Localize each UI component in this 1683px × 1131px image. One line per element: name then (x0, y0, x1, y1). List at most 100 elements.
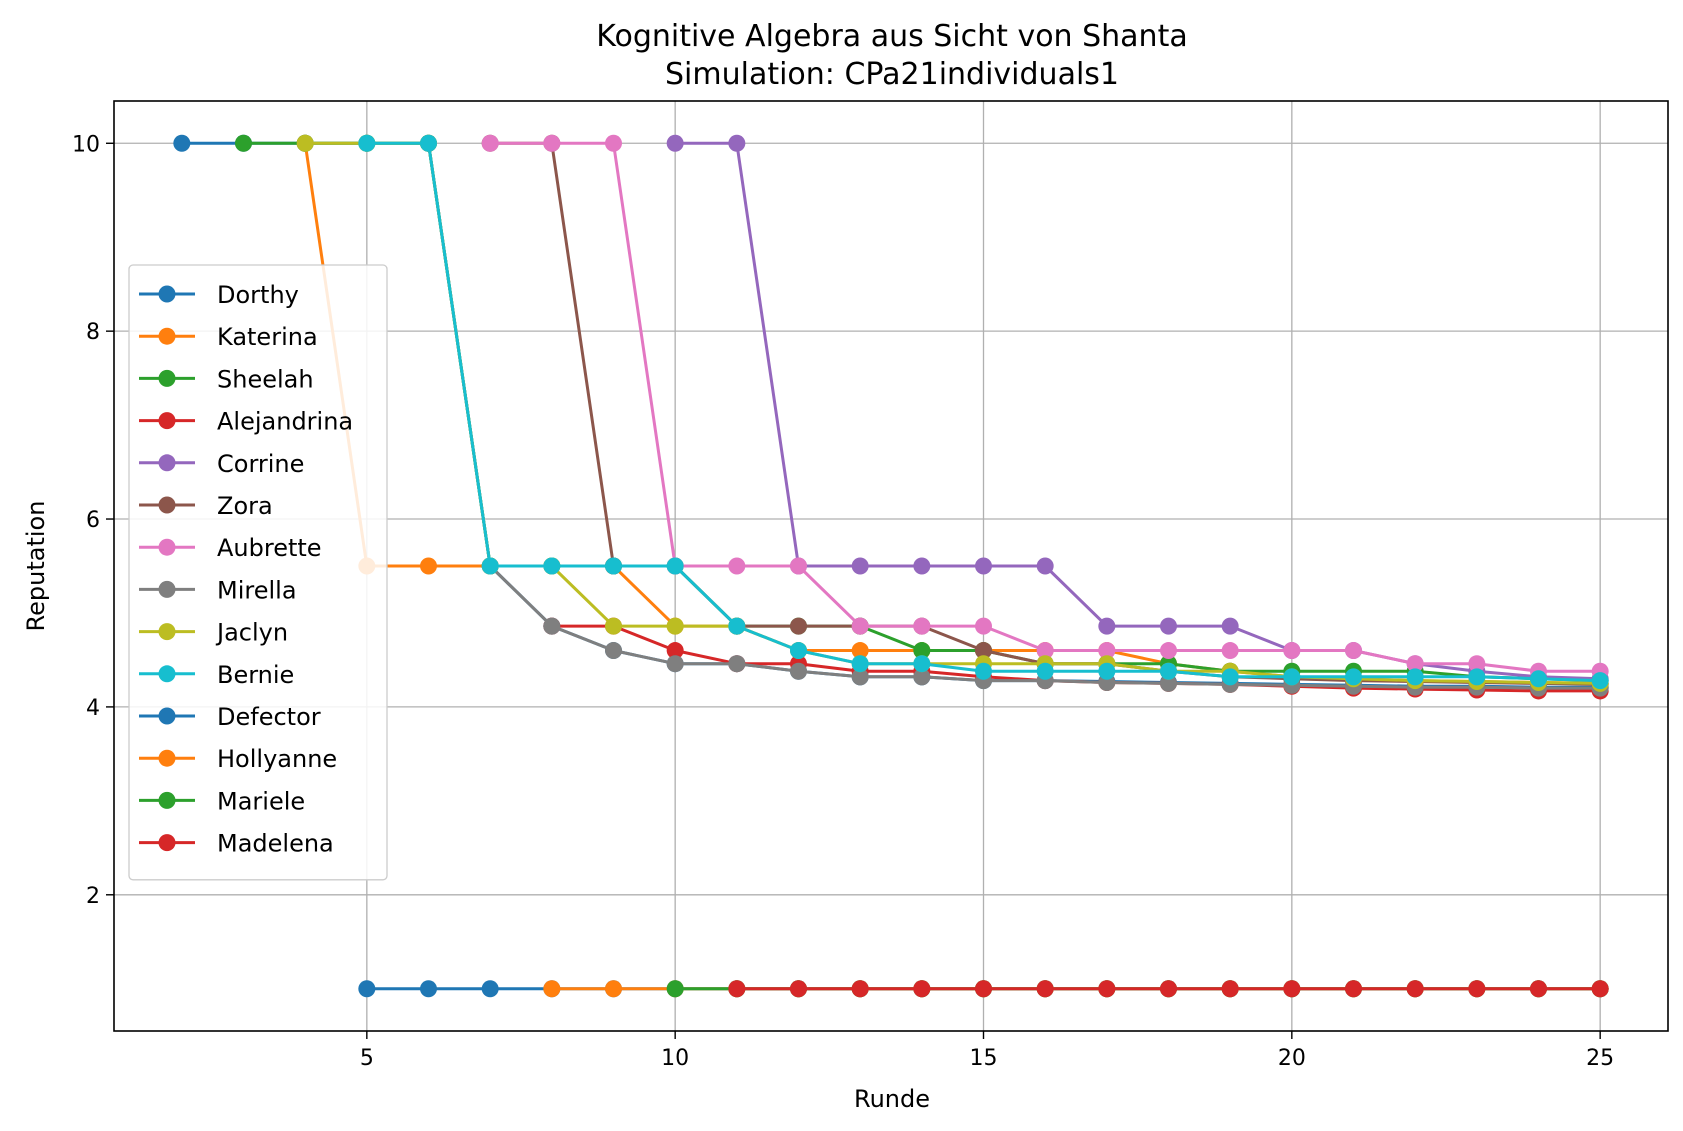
data-point (666, 617, 684, 635)
legend-item: Hollyanne (139, 745, 337, 773)
legend-box (128, 264, 388, 881)
data-point (1160, 980, 1177, 998)
data-point (1530, 980, 1547, 998)
data-point (1160, 642, 1177, 660)
data-point (358, 134, 376, 152)
legend-marker (158, 538, 176, 556)
legend-label: Alejandrina (217, 408, 353, 436)
legend-label: Zora (217, 492, 273, 520)
data-point (913, 668, 931, 686)
legend-marker (158, 412, 176, 430)
series-line (675, 141, 1601, 681)
data-point (913, 980, 931, 998)
x-tick-label: 10 (661, 1046, 689, 1071)
legend-label: Dorthy (217, 281, 299, 309)
legend-item: Mirella (139, 576, 297, 604)
legend-item: Sheelah (139, 365, 314, 393)
data-point (1406, 655, 1424, 673)
legend-marker (158, 496, 176, 514)
data-point (1221, 617, 1239, 635)
legend-marker (158, 749, 176, 767)
x-tick-label: 15 (970, 1046, 998, 1071)
data-point (913, 617, 931, 635)
legend-marker (158, 623, 176, 641)
y-tick-label: 8 (86, 320, 100, 345)
data-point (1221, 642, 1239, 660)
legend-item: Zora (139, 492, 273, 520)
series-madelena (728, 980, 1609, 998)
data-point (728, 617, 746, 635)
data-point (605, 134, 622, 152)
series-sheelah (235, 134, 1609, 690)
legend-marker (158, 580, 176, 598)
data-point (420, 557, 437, 575)
data-point (666, 134, 684, 152)
series-zora (481, 134, 1609, 693)
data-point (173, 134, 191, 152)
legend-item: Aubrette (139, 534, 322, 562)
series-line (243, 141, 1601, 683)
data-point (1406, 980, 1424, 998)
data-point (543, 980, 561, 998)
series-layer (173, 134, 1609, 998)
series-line (490, 141, 1601, 686)
data-point (728, 134, 746, 152)
data-point (1345, 668, 1362, 686)
y-tick-label: 10 (72, 132, 100, 157)
data-point (605, 617, 622, 635)
legend-item: Corrine (139, 450, 304, 478)
data-point (790, 617, 807, 635)
data-point (1345, 980, 1362, 998)
data-point (1160, 662, 1177, 680)
x-tick-label: 20 (1278, 1046, 1306, 1071)
legend-label: Aubrette (217, 534, 322, 562)
legend-label: Sheelah (217, 365, 314, 393)
data-point (543, 134, 561, 152)
legend-item: Dorthy (139, 281, 299, 309)
data-point (1468, 980, 1486, 998)
data-point (1036, 642, 1054, 660)
axis-ticks: 5 10 15 20 25 2 4 6 8 10 (72, 132, 1614, 1071)
data-point (666, 655, 684, 673)
series-katerina (296, 134, 1609, 692)
legend-marker (158, 369, 176, 387)
series-line (181, 141, 1601, 689)
data-point (728, 655, 746, 673)
legend-marker (158, 791, 176, 809)
x-axis-label: Runde (854, 1085, 930, 1113)
legend-label: Hollyanne (217, 745, 337, 773)
data-point (420, 134, 437, 152)
data-point (851, 642, 869, 660)
data-point (1345, 642, 1362, 660)
data-point (851, 668, 869, 686)
data-point (790, 642, 807, 660)
data-point (420, 980, 437, 998)
data-point (1098, 980, 1116, 998)
data-point (605, 557, 622, 575)
data-point (851, 980, 869, 998)
y-tick-label: 6 (86, 508, 100, 533)
x-tick-label: 25 (1586, 1046, 1614, 1071)
data-point (1283, 980, 1301, 998)
data-point (913, 655, 931, 673)
data-point (790, 980, 807, 998)
data-point (1283, 668, 1301, 686)
y-tick-label: 4 (86, 696, 100, 721)
data-point (481, 557, 499, 575)
data-point (1591, 672, 1609, 690)
data-point (481, 134, 499, 152)
data-point (666, 642, 684, 660)
chart-title: Kognitive Algebra aus Sicht von Shanta (596, 19, 1187, 54)
data-point (666, 557, 684, 575)
legend-item: Jaclyn (139, 619, 288, 647)
series-line (490, 141, 1601, 673)
data-point (1036, 662, 1054, 680)
series-line (305, 141, 1601, 685)
legend-item: Defector (139, 703, 321, 731)
data-point (913, 642, 931, 660)
data-point (1283, 642, 1301, 660)
data-point (1098, 617, 1116, 635)
data-point (975, 980, 992, 998)
data-point (851, 617, 869, 635)
legend-item: Mariele (139, 787, 305, 815)
